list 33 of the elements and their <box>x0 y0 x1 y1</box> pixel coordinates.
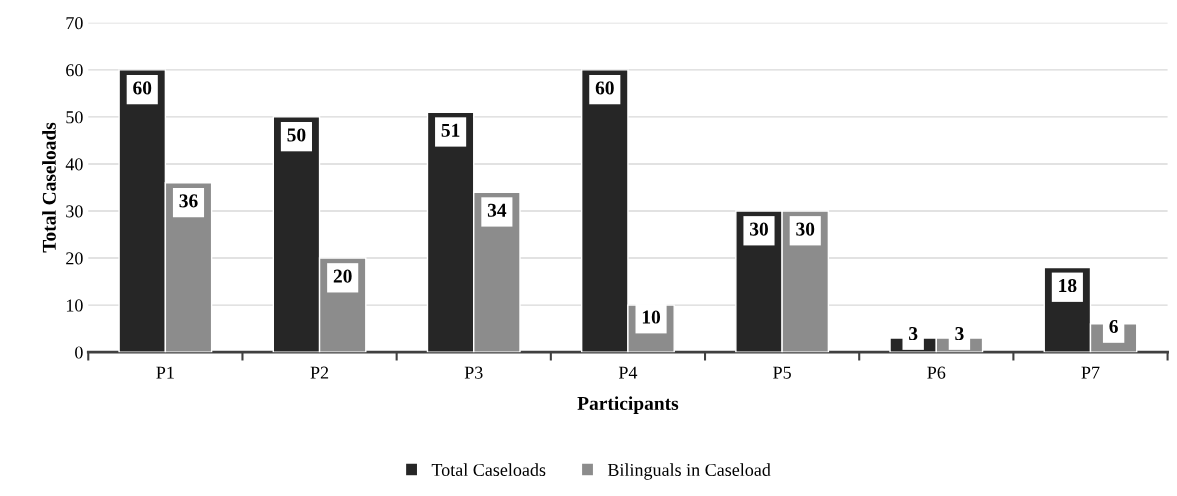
data-label: 51 <box>441 123 460 137</box>
y-tick-label: 20 <box>66 252 83 265</box>
data-label: 30 <box>796 222 815 236</box>
data-label: 60 <box>595 81 614 95</box>
data-label: 10 <box>642 310 661 324</box>
data-label: 50 <box>287 128 306 142</box>
data-label: 6 <box>1109 319 1118 334</box>
y-tick-label: 50 <box>66 111 83 124</box>
data-label: 20 <box>333 269 352 283</box>
x-tick-label: P4 <box>618 366 638 379</box>
x-tick-label: P1 <box>156 366 174 379</box>
data-label: 36 <box>179 194 198 208</box>
data-label: 34 <box>487 203 507 217</box>
x-tick-label: P6 <box>927 366 946 379</box>
data-label: 30 <box>750 222 768 236</box>
x-tick-label: P2 <box>310 366 329 379</box>
y-tick-label: 40 <box>65 158 83 171</box>
x-tick-label: P5 <box>773 366 791 379</box>
x-tick-label: P7 <box>1081 366 1100 379</box>
y-axis-title: Total Caseloads <box>42 122 56 253</box>
x-tick-label: P3 <box>464 366 483 379</box>
y-tick-label: 10 <box>66 299 83 312</box>
y-tick-label: 70 <box>66 17 83 30</box>
data-label: 60 <box>133 81 152 95</box>
data-label: 3 <box>909 327 918 341</box>
data-label: 3 <box>955 327 964 341</box>
y-tick-label: 30 <box>66 205 83 218</box>
legend-label: Bilinguals in Caseload <box>607 463 771 480</box>
y-tick-label: 0 <box>75 346 83 359</box>
legend-label: Total Caseloads <box>431 463 546 477</box>
x-axis-title: Participants <box>577 396 679 414</box>
data-label: 18 <box>1059 278 1077 293</box>
y-tick-label: 60 <box>66 64 83 77</box>
